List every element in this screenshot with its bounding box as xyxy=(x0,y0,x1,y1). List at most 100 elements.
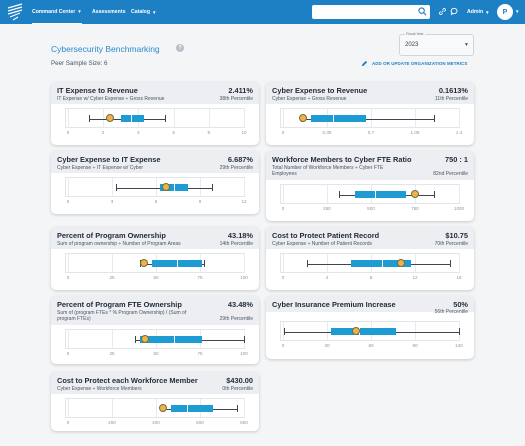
card-percentile: 82nd Percentile xyxy=(433,171,468,177)
card-title: Workforce Members to Cyber FTE Ratio xyxy=(272,155,412,164)
info-icon[interactable]: ? xyxy=(176,44,184,52)
avatar[interactable]: P xyxy=(497,4,513,20)
card-subtitle: Cyber Expense ÷ IT Expense w/ Cyber xyxy=(57,165,144,171)
card-subtitle: IT Expense w/ Cyber Expense ÷ Gross Reve… xyxy=(57,96,165,102)
nav-catalog[interactable]: Catalog ▼ xyxy=(131,0,157,24)
card-percentile: 29th Percentile xyxy=(219,316,253,322)
whisker-cap xyxy=(244,336,245,343)
grid-line xyxy=(244,178,245,196)
grid-line xyxy=(244,399,245,417)
search-icon[interactable] xyxy=(418,7,427,16)
grid-line xyxy=(327,185,328,203)
iqr-box xyxy=(171,405,214,412)
tick-label: 50 xyxy=(153,275,159,280)
logo-icon[interactable] xyxy=(5,2,25,22)
tick-label: 0 xyxy=(66,199,70,204)
tick-label: 12 xyxy=(241,199,247,204)
whisker-cap xyxy=(164,115,166,122)
card-header xyxy=(51,227,259,249)
card-percentile: 56th Percentile xyxy=(434,309,468,315)
chat-icon[interactable] xyxy=(450,7,459,16)
median-line xyxy=(333,115,335,122)
add-metrics-link[interactable]: ADD OR UPDATE ORGANIZATION METRICS xyxy=(361,60,467,67)
tick-label: 0 xyxy=(281,206,285,211)
whisker-cap xyxy=(211,184,213,191)
grid-line xyxy=(327,322,328,340)
card-header xyxy=(51,151,259,173)
iqr-box xyxy=(351,260,411,267)
median-line xyxy=(173,336,175,343)
median-line xyxy=(173,184,175,191)
chevron-down-icon: ▼ xyxy=(485,9,490,15)
tick-label: 750 xyxy=(411,206,419,211)
grid-line xyxy=(173,109,175,127)
pencil-icon xyxy=(361,60,368,67)
card-subtitle: Sum of (program FTEs * % Program Ownersh… xyxy=(57,310,187,323)
card-subtitle: Total Number of Workforce Members ÷ Cybe… xyxy=(272,165,384,178)
card-percentile: 0th Percentile xyxy=(222,386,253,392)
tick-label: 0.35 xyxy=(322,130,332,135)
card-value: 43.48% xyxy=(227,300,253,309)
iqr-box xyxy=(140,336,202,343)
link-icon[interactable] xyxy=(438,7,447,16)
tick-label: 800 xyxy=(240,420,248,425)
tick-label: 0.7 xyxy=(367,130,375,135)
tick-label: 0 xyxy=(66,420,70,425)
median-line xyxy=(131,115,133,122)
iqr-box xyxy=(355,191,407,198)
tick-label: 12 xyxy=(412,275,418,280)
metric-card: Workforce Members to Cyber FTE Ratio 750… xyxy=(266,151,474,221)
whisker-cap xyxy=(284,328,286,335)
card-percentile: 29th Percentile xyxy=(219,165,253,171)
tick-label: 50 xyxy=(153,351,159,356)
grid-line xyxy=(68,330,69,348)
card-title: Cost to Protect each Workforce Member xyxy=(57,376,198,385)
chevron-down-icon[interactable]: ▼ xyxy=(515,9,520,14)
card-value: 6.687% xyxy=(227,155,253,164)
admin-menu[interactable]: Admin ▼ xyxy=(467,0,490,24)
card-value: 750 : 1 xyxy=(444,155,468,164)
box-plot xyxy=(65,253,245,273)
card-value: $10.75 xyxy=(445,231,468,240)
nav-command-center[interactable]: Command Center ▼ xyxy=(32,0,82,24)
chevron-down-icon: ▼ xyxy=(152,9,157,15)
whisker-line xyxy=(300,118,434,120)
card-value: $430.00 xyxy=(226,376,253,385)
grid-line xyxy=(112,178,113,196)
card-title: Cost to Protect Patient Record xyxy=(272,231,380,240)
grid-line xyxy=(156,178,157,196)
fiscal-year-select[interactable] xyxy=(399,34,474,56)
whisker-cap xyxy=(450,260,452,267)
tick-label: 0 xyxy=(281,343,285,348)
grid-line xyxy=(200,178,201,196)
tick-label: 1.4 xyxy=(455,130,463,135)
tick-label: 60 xyxy=(368,343,374,348)
tick-label: 400 xyxy=(152,420,160,425)
nav-assessments[interactable]: Assessments xyxy=(92,0,125,24)
whisker-cap xyxy=(339,191,341,198)
tick-label: 100 xyxy=(240,351,248,356)
admin-label: Admin xyxy=(467,9,484,15)
grid-line xyxy=(68,399,69,417)
fiscal-year-label: Fiscal Year xyxy=(405,32,425,36)
grid-line xyxy=(459,254,460,272)
card-percentile: 38th Percentile xyxy=(219,96,253,102)
card-subtitle: Cyber Expense ÷ Workforce Members xyxy=(57,386,142,392)
grid-line xyxy=(415,254,416,272)
tick-label: 1000 xyxy=(453,206,465,211)
card-value: 50% xyxy=(453,300,468,309)
card-header xyxy=(51,82,259,104)
grid-line xyxy=(244,109,245,127)
tick-label: 0 xyxy=(66,351,70,356)
search-input[interactable] xyxy=(312,5,430,19)
card-title: Cyber Insurance Premium Increase xyxy=(272,300,396,309)
whisker-cap xyxy=(134,336,136,343)
grid-line xyxy=(156,399,157,417)
iqr-box xyxy=(310,115,366,122)
grid-line xyxy=(112,330,113,348)
organization-marker xyxy=(140,335,149,343)
grid-line xyxy=(371,109,372,127)
card-title: Percent of Program FTE Ownership xyxy=(57,300,182,309)
box-plot xyxy=(65,398,245,418)
card-header xyxy=(266,82,474,104)
